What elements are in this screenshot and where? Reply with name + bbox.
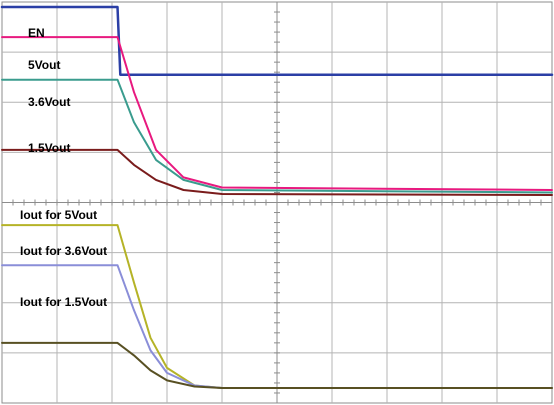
label-3-6vout: 3.6Vout [28,95,70,109]
trace-5vout [1,36,553,191]
trace-1-5vout [1,148,553,196]
label-iout-5vout: Iout for 5Vout [20,208,97,222]
label-en: EN [28,26,45,40]
label-iout-3-6vout: Iout for 3.6Vout [20,244,107,258]
label-iout-1-5vout: Iout for 1.5Vout [20,295,107,309]
label-1-5vout: 1.5Vout [28,141,70,155]
trace-iout-for-1-5vout [1,341,553,389]
trace-3-6vout [1,78,553,194]
trace-label-layer: EN 5Vout 3.6Vout 1.5Vout Iout for 5Vout … [20,26,107,309]
label-5vout: 5Vout [28,58,60,72]
trace-en [0,5,554,76]
trace-layer [0,5,554,389]
